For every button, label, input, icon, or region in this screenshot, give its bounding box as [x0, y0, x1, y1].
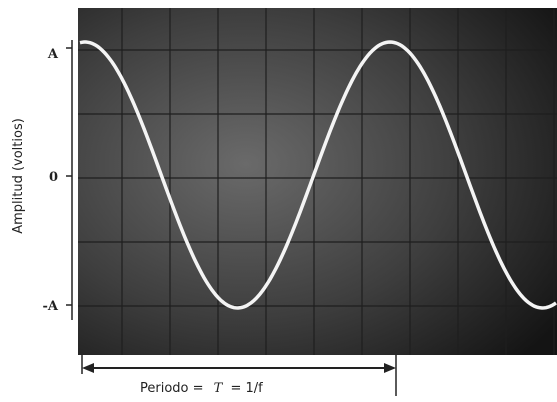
caption-formula: = 1/f: [230, 381, 263, 396]
tick-label: 0: [49, 170, 58, 185]
caption: Periodo = T = 1/f: [140, 381, 263, 396]
caption-text: Periodo =: [140, 381, 204, 396]
screen: [78, 8, 557, 355]
tick-label: A: [47, 47, 59, 62]
tick-label: -A: [43, 299, 59, 314]
axis-label: Amplitud (voltios): [11, 118, 26, 234]
caption-symbol: T: [214, 381, 224, 396]
oscilloscope-diagram: A 0 -A Amplitud (voltios) Periodo = T = …: [0, 0, 557, 402]
